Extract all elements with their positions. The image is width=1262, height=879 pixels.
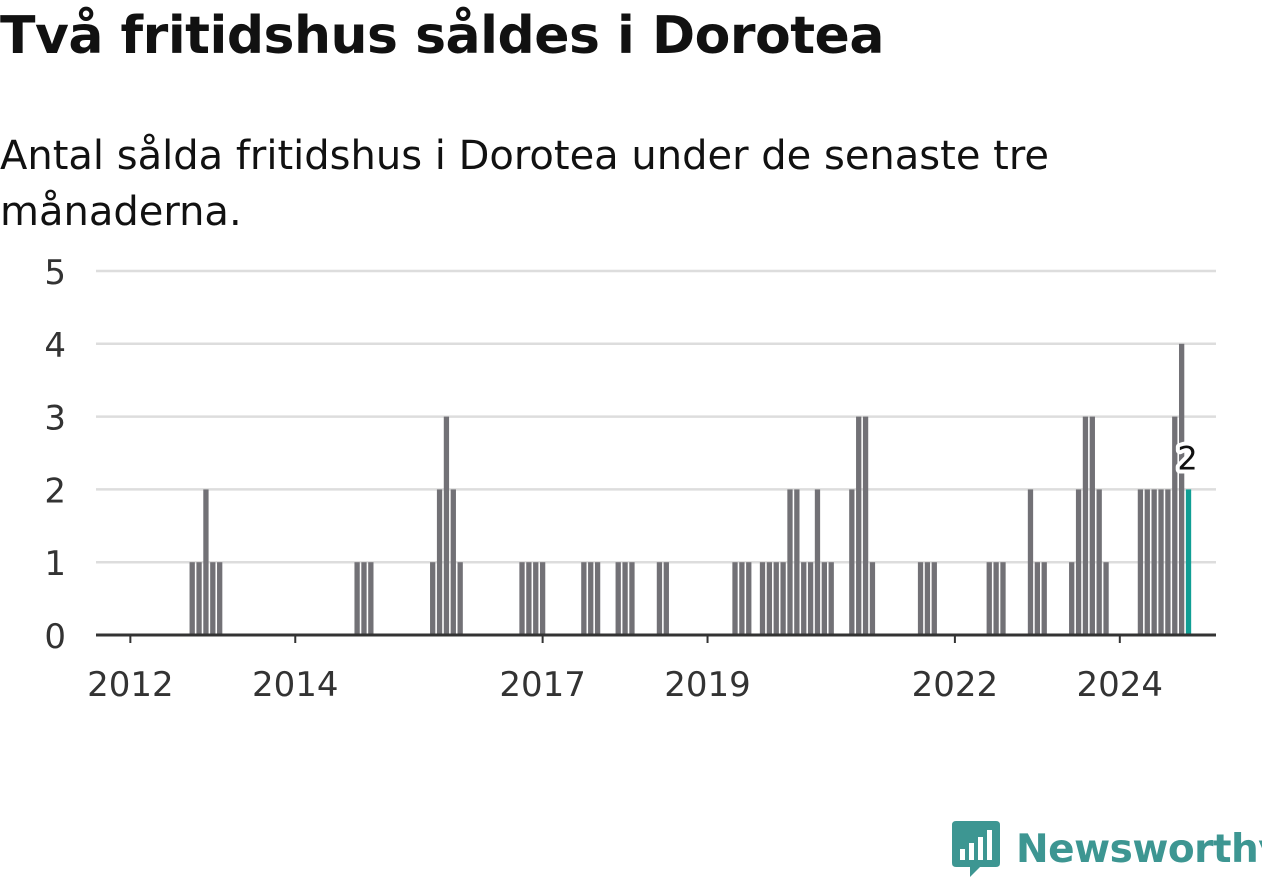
bar: [622, 562, 628, 635]
bar: [533, 562, 539, 635]
bar: [1178, 343, 1185, 635]
bar: [1082, 416, 1089, 635]
bar: [1158, 489, 1164, 635]
bar: [759, 562, 766, 635]
bar: [656, 562, 663, 635]
bar: [1096, 489, 1102, 635]
y-tick-label: 1: [44, 544, 66, 584]
bar: [354, 562, 360, 635]
bar: [1000, 562, 1006, 635]
bar: [1034, 562, 1040, 635]
bar: [931, 562, 937, 635]
bar: [1137, 489, 1144, 635]
bar: [629, 562, 635, 635]
bar: [849, 489, 855, 635]
bar: [196, 562, 202, 635]
bar: [615, 562, 621, 635]
bar: [732, 562, 738, 635]
bar: [856, 416, 862, 635]
bars: [189, 343, 1192, 635]
bar: [203, 489, 209, 635]
bar: [862, 416, 869, 635]
y-tick-label: 2: [44, 471, 66, 511]
bar: [1041, 562, 1047, 635]
x-tick-label: 2022: [912, 665, 999, 705]
bar: [828, 562, 834, 635]
bar: [1075, 489, 1082, 635]
bar: [766, 562, 773, 635]
bar: [217, 562, 223, 635]
y-axis-labels: 0 1 2 3 4 5: [44, 253, 66, 657]
bar: [1165, 489, 1171, 635]
x-tick-label: 2012: [87, 665, 174, 705]
y-tick-label: 4: [44, 326, 66, 366]
bar: [1089, 416, 1095, 635]
bar: [539, 562, 546, 635]
brand: Newsworthy: [950, 819, 1262, 879]
bar: [1172, 416, 1178, 635]
bar: [594, 562, 601, 635]
highlight-value-label: 2: [1177, 439, 1197, 477]
bar: [814, 489, 821, 635]
y-tick-label: 5: [44, 253, 66, 293]
bar: [519, 562, 525, 635]
x-axis-labels: 2012 2014 2017 2019 2022 2024: [87, 665, 1163, 705]
x-tick-label: 2024: [1077, 665, 1164, 705]
gridlines: [96, 269, 1216, 564]
bar: [436, 489, 443, 635]
bar: [993, 562, 999, 635]
chart-title: Två fritidshus såldes i Dorotea: [0, 6, 884, 66]
x-tick-label: 2017: [499, 665, 586, 705]
bar: [526, 562, 532, 635]
bar: [588, 562, 594, 635]
bar: [1069, 562, 1075, 635]
bar: [210, 562, 216, 635]
bar: [787, 489, 793, 635]
bar: [581, 562, 587, 635]
bar: [1151, 489, 1157, 635]
bar: [821, 562, 827, 635]
bar: [986, 562, 992, 635]
bar: [773, 562, 779, 635]
highlight-annotation: 2: [1173, 435, 1201, 481]
bar: [368, 562, 374, 635]
bar: [801, 562, 807, 635]
bar: [1103, 562, 1109, 635]
bar: [663, 562, 669, 635]
bar: [189, 562, 195, 635]
y-tick-label: 3: [44, 399, 66, 439]
bar: [457, 562, 463, 635]
bar: [917, 562, 924, 635]
bar: [1027, 489, 1034, 635]
x-axis-ticks: [129, 635, 1121, 643]
chart-subtitle: Antal sålda fritidshus i Dorotea under d…: [0, 133, 1050, 235]
newsworthy-logo-icon: [952, 821, 1000, 877]
bar: [430, 562, 436, 635]
bar: [807, 562, 814, 635]
bar: [794, 489, 800, 635]
brand-name: Newsworthy: [1016, 826, 1262, 872]
x-tick-label: 2019: [664, 665, 751, 705]
bar-highlight: [1185, 489, 1192, 635]
bar: [443, 416, 450, 635]
bar: [1144, 489, 1150, 635]
bar: [739, 562, 745, 635]
bar: [361, 562, 367, 635]
y-tick-label: 0: [44, 617, 66, 657]
bar: [924, 562, 931, 635]
x-tick-label: 2014: [252, 665, 339, 705]
bar: [869, 562, 876, 635]
bar: [746, 562, 752, 635]
bar: [450, 489, 456, 635]
bar: [780, 562, 786, 635]
